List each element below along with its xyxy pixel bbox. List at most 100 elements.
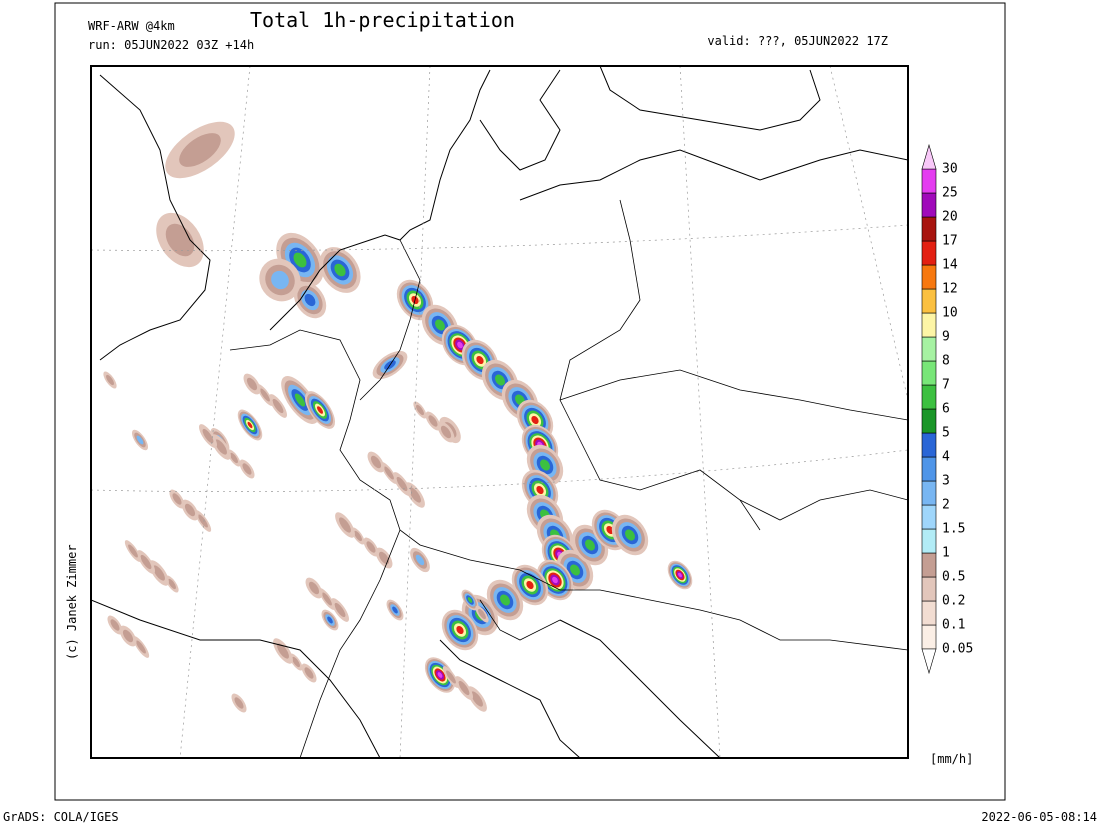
colorbar-swatch bbox=[921, 312, 937, 338]
colorbar-swatch bbox=[921, 192, 937, 218]
rain-cell bbox=[304, 667, 314, 679]
rain-cell bbox=[416, 404, 424, 416]
colorbar-swatch bbox=[921, 528, 937, 554]
colorbar-label: 8 bbox=[942, 354, 950, 369]
rain-cell bbox=[110, 619, 120, 631]
colorbar-label: 0.1 bbox=[942, 618, 965, 633]
rain-cell bbox=[246, 377, 258, 391]
rain-cell bbox=[304, 293, 316, 307]
rain-cell bbox=[435, 319, 445, 331]
colorbar-swatch bbox=[921, 480, 937, 506]
rain-cell bbox=[370, 455, 382, 469]
valid-label: valid: ???, 05JUN2022 17Z bbox=[707, 34, 888, 48]
footer-right: 2022-06-05-08:14 bbox=[981, 810, 1097, 824]
border bbox=[519, 569, 908, 651]
map-background bbox=[91, 66, 908, 758]
colorbar-label: 17 bbox=[942, 234, 958, 249]
colorbar-under bbox=[921, 648, 937, 675]
rain-cell bbox=[168, 578, 176, 590]
rain-cell bbox=[128, 544, 138, 558]
rain-cell bbox=[242, 463, 252, 475]
precipitation-field bbox=[103, 121, 693, 713]
rain-cell bbox=[457, 341, 463, 349]
colorbar-label: 0.5 bbox=[942, 570, 965, 585]
rain-cell bbox=[172, 493, 182, 505]
rain-cell bbox=[136, 640, 146, 654]
grid-line bbox=[179, 66, 251, 758]
colorbar-swatch bbox=[921, 576, 937, 602]
rain-cell bbox=[230, 452, 238, 464]
rain-cell bbox=[678, 572, 682, 578]
rain-cell bbox=[415, 554, 425, 566]
rain-cell bbox=[322, 592, 332, 606]
rain-cell bbox=[384, 466, 394, 480]
rain-cell bbox=[247, 421, 253, 429]
rain-cell bbox=[106, 374, 114, 386]
rain-cell bbox=[277, 643, 289, 659]
colorbar-label: 10 bbox=[942, 306, 958, 321]
colorbar-label: 0.05 bbox=[942, 642, 973, 657]
coastline bbox=[439, 639, 581, 758]
colorbar-label: 6 bbox=[942, 402, 950, 417]
rain-cell bbox=[272, 398, 284, 414]
rain-cell bbox=[184, 503, 196, 517]
outer-frame bbox=[54, 2, 1006, 801]
grid-line bbox=[679, 66, 721, 758]
rain-cell bbox=[437, 672, 443, 678]
colorbar-swatch bbox=[921, 336, 937, 362]
rain-cell bbox=[271, 270, 289, 290]
colorbar-label: 1 bbox=[942, 546, 950, 561]
border bbox=[559, 369, 908, 421]
rain-cell bbox=[428, 415, 438, 427]
colorbar-label: 5 bbox=[942, 426, 950, 441]
rain-cell bbox=[446, 670, 456, 684]
colorbar-label: 2 bbox=[942, 498, 950, 513]
rain-cell bbox=[354, 530, 362, 542]
colorbar-swatch bbox=[921, 504, 937, 530]
colorbar-label: 14 bbox=[942, 258, 958, 273]
colorbar-swatch bbox=[921, 288, 937, 314]
colorbar-over bbox=[921, 143, 937, 170]
rain-cell bbox=[440, 425, 452, 439]
coastline bbox=[559, 619, 721, 758]
colorbar-label: 30 bbox=[942, 162, 958, 177]
rain-cell bbox=[495, 374, 505, 386]
rain-cell bbox=[625, 529, 635, 541]
colorbar-swatch bbox=[921, 216, 937, 242]
credit: (c) Janek Zimmer bbox=[65, 544, 79, 660]
rain-cell bbox=[122, 629, 134, 643]
grid-line bbox=[91, 224, 908, 252]
rain-cell bbox=[292, 656, 300, 668]
rain-cell bbox=[552, 576, 558, 584]
map-area bbox=[90, 65, 909, 759]
rain-cell bbox=[378, 551, 390, 565]
grid-line bbox=[91, 449, 908, 493]
rain-cell bbox=[409, 487, 421, 503]
rain-cell bbox=[202, 428, 214, 444]
rain-cell bbox=[366, 541, 376, 553]
rain-cell bbox=[198, 514, 208, 528]
colorbar-swatch bbox=[921, 240, 937, 266]
rain-cell bbox=[476, 355, 484, 365]
rain-cell bbox=[308, 581, 320, 595]
rain-cell bbox=[467, 597, 473, 603]
run-label: run: 05JUN2022 03Z +14h bbox=[88, 38, 254, 52]
colorbar-label: 0.2 bbox=[942, 594, 965, 609]
coastlines bbox=[91, 66, 908, 758]
rain-cell bbox=[531, 415, 539, 425]
colorbar-label: 9 bbox=[942, 330, 950, 345]
footer-left: GrADS: COLA/IGES bbox=[3, 810, 119, 824]
colorbar-swatch bbox=[921, 624, 937, 650]
rain-cell bbox=[458, 680, 470, 696]
rain-cell bbox=[179, 133, 221, 167]
colorbar-swatch bbox=[921, 408, 937, 434]
rain-cell bbox=[294, 393, 306, 407]
rain-cell bbox=[392, 606, 398, 614]
colorbar: 0.05 0.1 0.2 0.5 1 1.5 2 3 4 5 6 7 8 9 10 12 14 17 20 25 30 bbox=[921, 143, 973, 675]
rain-cell bbox=[215, 439, 227, 455]
colorbar-swatch bbox=[921, 384, 937, 410]
coastline bbox=[99, 74, 211, 361]
colorbar-swatch bbox=[921, 600, 937, 626]
borders bbox=[229, 199, 908, 758]
